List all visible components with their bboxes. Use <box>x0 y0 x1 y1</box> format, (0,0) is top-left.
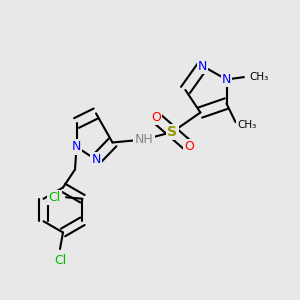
Text: O: O <box>184 140 194 153</box>
Text: NH: NH <box>135 133 153 146</box>
Text: Cl: Cl <box>48 191 61 204</box>
Text: N: N <box>91 153 101 166</box>
Text: O: O <box>151 111 161 124</box>
Text: N: N <box>72 140 81 154</box>
Text: N: N <box>222 73 231 86</box>
Text: N: N <box>198 59 207 73</box>
Text: S: S <box>167 125 178 139</box>
Text: Cl: Cl <box>54 254 66 267</box>
Text: CH₃: CH₃ <box>249 72 268 82</box>
Text: CH₃: CH₃ <box>237 120 256 130</box>
